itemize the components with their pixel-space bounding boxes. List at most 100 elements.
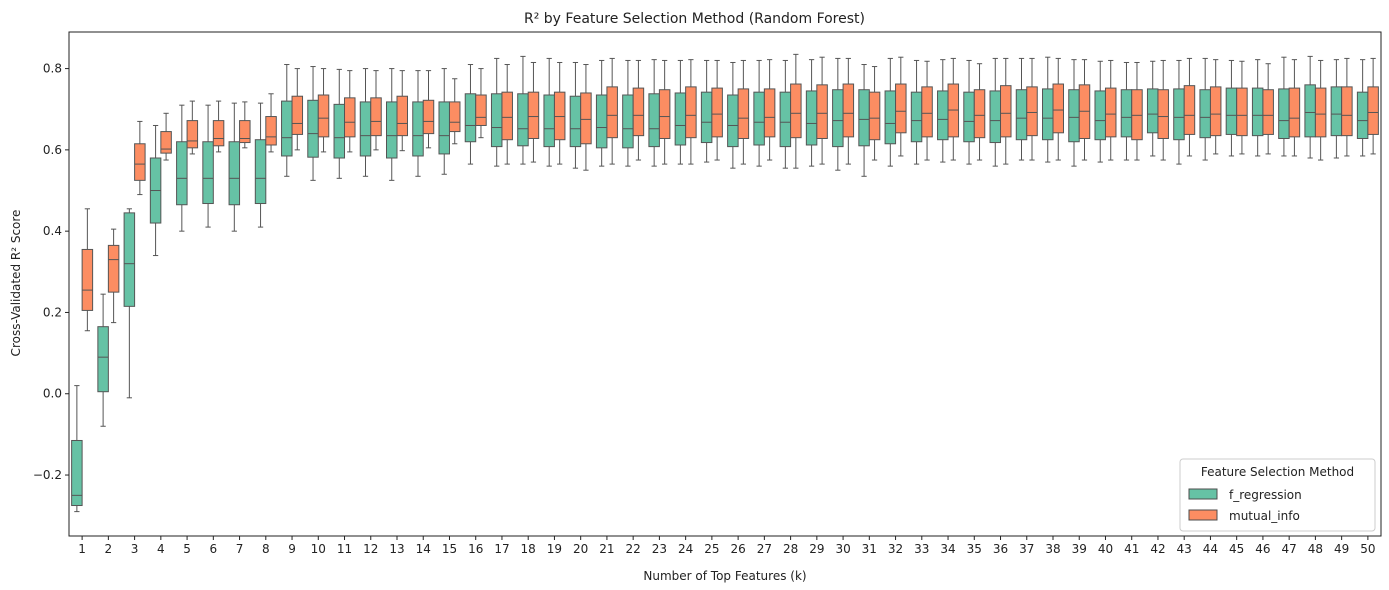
box-f-regression: [937, 59, 949, 163]
box-f-regression: [910, 59, 923, 165]
box-mutual-info: [1262, 63, 1274, 155]
y-tick-label: 0.6: [43, 143, 62, 157]
box-body: [1104, 87, 1117, 138]
x-tick-label: 5: [183, 542, 191, 556]
box-f-regression: [1225, 59, 1238, 157]
box-body: [753, 91, 765, 146]
box-body: [527, 91, 540, 139]
box-f-regression: [333, 68, 346, 179]
box-f-regression: [1251, 59, 1264, 157]
box-f-regression: [1278, 56, 1290, 157]
box-f-regression: [832, 57, 844, 171]
box-mutual-info: [186, 100, 199, 155]
box-f-regression: [254, 102, 267, 228]
box-f-regression: [674, 59, 687, 165]
box-body: [1304, 84, 1316, 138]
box-body: [81, 248, 94, 311]
box-body: [333, 103, 346, 159]
x-tick-label: 14: [416, 542, 431, 556]
box-body: [790, 83, 802, 139]
x-tick-label: 46: [1255, 542, 1270, 556]
box-body: [1131, 89, 1143, 141]
box-mutual-info: [212, 100, 225, 153]
x-tick-label: 47: [1282, 542, 1297, 556]
box-mutual-info: [632, 59, 645, 161]
box-f-regression: [1356, 59, 1369, 157]
box-body: [1314, 87, 1327, 138]
box-mutual-info: [658, 59, 671, 165]
box-body: [1183, 85, 1196, 135]
x-tick-label: 34: [940, 542, 955, 556]
x-tick-label: 37: [1019, 542, 1034, 556]
box-body: [422, 99, 435, 135]
box-f-regression: [438, 68, 450, 175]
box-f-regression: [307, 66, 319, 181]
box-body: [344, 97, 356, 138]
x-tick-label: 27: [757, 542, 772, 556]
box-mutual-info: [580, 64, 592, 171]
x-tick-label: 18: [521, 542, 536, 556]
box-f-regression: [281, 64, 293, 177]
x-tick-label: 6: [209, 542, 217, 556]
box-f-regression: [1094, 60, 1106, 163]
box-body: [648, 93, 660, 148]
box-f-regression: [805, 59, 818, 167]
legend-swatch-f-regression: [1188, 488, 1218, 500]
box-mutual-info: [1157, 59, 1169, 161]
x-tick-label: 8: [262, 542, 270, 556]
box-body: [396, 95, 408, 137]
box-mutual-info: [1314, 59, 1327, 161]
box-mutual-info: [895, 56, 907, 157]
x-tick-label: 30: [835, 542, 850, 556]
box-mutual-info: [1000, 57, 1012, 165]
box-mutual-info: [134, 120, 146, 196]
box-f-regression: [1146, 60, 1159, 157]
box-body: [1042, 88, 1054, 141]
box-mutual-info: [291, 68, 304, 151]
box-f-regression: [700, 59, 713, 163]
box-f-regression: [176, 104, 188, 232]
box-f-regression: [464, 64, 477, 165]
box-body: [186, 120, 199, 149]
box-body: [595, 94, 608, 149]
box-body: [1173, 88, 1185, 141]
box-mutual-info: [947, 57, 960, 161]
box-body: [737, 88, 750, 139]
box-mutual-info: [711, 59, 723, 161]
box-mutual-info: [239, 101, 251, 149]
box-body: [1209, 86, 1222, 137]
box-f-regression: [648, 59, 660, 167]
box-mutual-info: [1236, 60, 1248, 155]
box-body: [1330, 86, 1343, 137]
box-mutual-info: [1078, 59, 1091, 161]
box-body: [580, 92, 592, 145]
x-tick-label: 32: [888, 542, 903, 556]
x-tick-label: 2: [105, 542, 113, 556]
box-body: [622, 94, 634, 149]
x-tick-label: 36: [993, 542, 1008, 556]
box-body: [1094, 90, 1106, 141]
box-body: [543, 94, 555, 148]
x-tick-label: 15: [442, 542, 457, 556]
box-body: [1120, 89, 1133, 138]
box-body: [291, 95, 304, 135]
box-body: [858, 89, 870, 147]
box-body: [842, 83, 855, 138]
box-mutual-info: [1131, 61, 1143, 161]
box-mutual-info: [1288, 59, 1301, 157]
box-body: [1288, 87, 1301, 138]
box-f-regression: [1304, 55, 1316, 159]
box-body: [254, 139, 267, 205]
legend-title: Feature Selection Method: [1201, 465, 1354, 479]
box-mutual-info: [422, 70, 435, 149]
box-f-regression: [1015, 57, 1028, 161]
box-f-regression: [753, 59, 765, 167]
y-tick-label: 0.8: [43, 62, 62, 76]
box-body: [685, 86, 697, 139]
x-tick-label: 43: [1177, 542, 1192, 556]
box-f-regression: [1330, 59, 1343, 159]
x-axis: 1 2 3 4 5 6 7 8 9 10 11 12 13 14 15 16 17 18 19 20 21 22 23 24 2…: [78, 536, 1376, 556]
y-axis: −0.2 0.0 0.2 0.4 0.6 0.8: [33, 62, 69, 482]
x-tick-label: 50: [1360, 542, 1375, 556]
